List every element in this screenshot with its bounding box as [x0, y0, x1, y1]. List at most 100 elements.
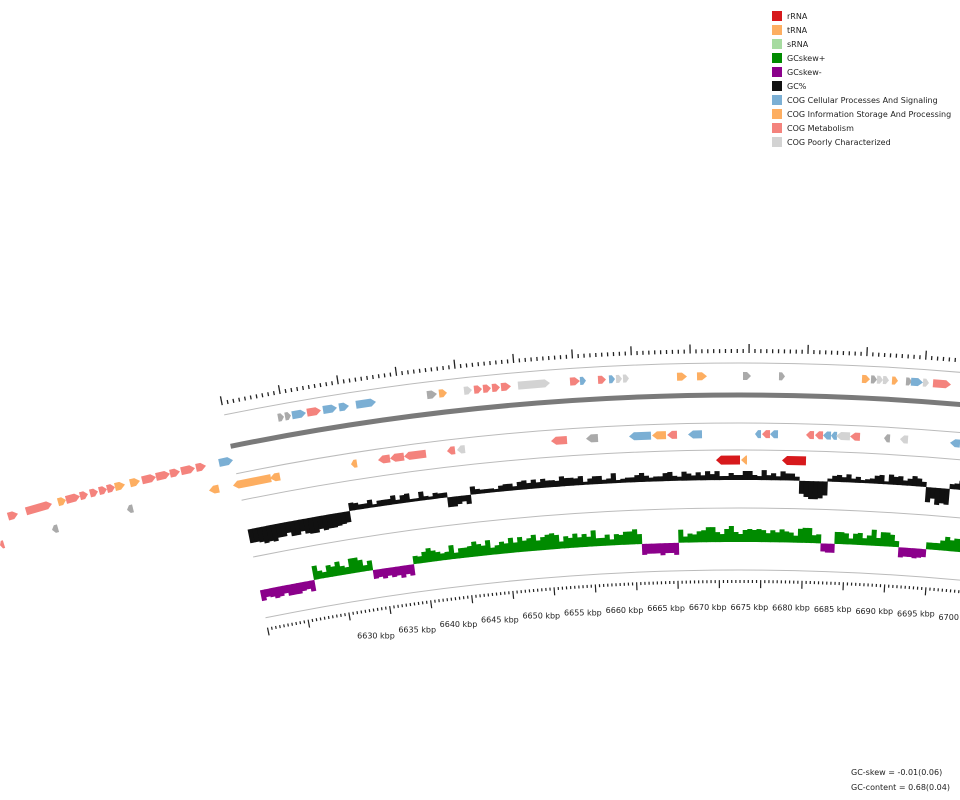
gc-bar [938, 488, 946, 504]
ruler-tick [267, 392, 270, 397]
gene-arrow [608, 375, 615, 384]
track-rings [224, 362, 960, 619]
gc-bar [403, 493, 411, 503]
gcskew-pos-bar [930, 542, 937, 550]
gcskew-pos-bar [417, 556, 424, 564]
gcskew-pos-bar [435, 551, 442, 562]
gcskew-pos-bar [682, 536, 689, 543]
gcskew-pos-bar [957, 538, 960, 553]
gcskew-neg-bar [829, 543, 835, 553]
gc-bar [577, 475, 584, 486]
gene-arrow [870, 375, 877, 384]
outer-ruler [219, 344, 957, 406]
gc-bar [352, 502, 360, 511]
gene-arrow [629, 431, 652, 441]
coord-tick [266, 627, 270, 636]
gene-arrow [823, 431, 832, 440]
gc-bar [507, 483, 514, 491]
gene-arrow [579, 376, 586, 385]
gcskew-pos-bar [540, 536, 547, 551]
gc-bar [855, 476, 861, 483]
gcskew-pos-bar [852, 533, 859, 545]
gcskew-pos-bar [751, 530, 757, 543]
gcskew-pos-bar [636, 533, 643, 545]
gc-bar [469, 486, 476, 495]
gene-arrow [905, 377, 912, 386]
gc-bar [451, 496, 459, 507]
legend-label: COG Cellular Processes And Signaling [787, 95, 938, 105]
gc-bar [850, 478, 857, 483]
gc-bar [747, 471, 753, 481]
gc-bar [568, 477, 574, 486]
gcskew-neg-bar [300, 581, 307, 592]
ruler-tick [290, 387, 293, 393]
ruler-tick [249, 395, 252, 400]
gc-skew-plot [259, 526, 960, 602]
gc-bar [447, 496, 454, 508]
gc-bar [601, 479, 607, 484]
gc-bar [832, 475, 838, 482]
ruler-tick [401, 370, 404, 376]
gc-bar [893, 476, 899, 486]
ruler-tick [512, 353, 515, 363]
gcskew-pos-bar [627, 531, 634, 545]
legend-item-rrna: rRNA [772, 9, 951, 23]
gcskew-pos-bar [783, 531, 790, 543]
coord-label: 6660 kbp [606, 606, 644, 615]
gcskew-pos-bar [590, 530, 597, 547]
gc-bar [409, 498, 415, 503]
gc-bar [493, 488, 500, 493]
legend-label: GCskew- [787, 67, 822, 77]
coord-label: 6700 kbp [939, 613, 960, 622]
gcskew-neg-bar [309, 579, 317, 592]
gene-arrow [500, 382, 511, 392]
gene-arrow [88, 488, 98, 498]
gc-bar [344, 511, 352, 523]
gc-bar [700, 475, 706, 481]
ruler-tick [243, 396, 246, 401]
coord-tick [291, 622, 294, 626]
gc-bar [582, 481, 589, 485]
gc-bar [672, 475, 678, 481]
gcskew-pos-bar [430, 550, 437, 562]
gc-bar [620, 478, 626, 483]
gc-bar [794, 476, 800, 481]
gene-arrow [97, 486, 107, 496]
gc-bar [289, 520, 297, 537]
gcskew-pos-bar [939, 540, 946, 551]
gc-bar [456, 495, 463, 505]
gc-bar [591, 476, 598, 485]
gc-bar [348, 502, 355, 512]
gc-bar [756, 476, 763, 481]
gc-bar [929, 487, 936, 499]
gc-bar [381, 499, 387, 507]
gene-arrow [815, 431, 824, 440]
coord-label: 6640 kbp [440, 620, 478, 629]
rrna-arrow [716, 455, 740, 465]
gcskew-neg-bar [820, 543, 826, 552]
gcskew-pos-bar [334, 561, 342, 577]
legend-swatch [772, 25, 782, 35]
gcskew-pos-bar [870, 529, 877, 546]
coord-tick [327, 615, 330, 620]
gene-arrow [291, 409, 306, 420]
gene-arrow [597, 375, 606, 384]
gcskew-neg-bar [264, 588, 271, 598]
gc-bar [376, 500, 383, 507]
gene-arrow [667, 430, 678, 439]
gene-arrow [806, 430, 815, 440]
ruler-tick [226, 399, 229, 405]
coord-tick [311, 618, 314, 622]
gcskew-pos-bar [678, 529, 684, 543]
gcskew-pos-bar [806, 527, 813, 544]
legend-swatch [772, 137, 782, 147]
legend-item-cog-info: COG Information Storage And Processing [772, 107, 951, 121]
gene-arrow [56, 497, 66, 507]
gcskew-neg-bar [824, 543, 831, 553]
coord-label: 6655 kbp [564, 608, 602, 617]
gcskew-pos-bar [421, 551, 428, 564]
gc-bar [653, 476, 659, 482]
gcskew-pos-bar [453, 552, 460, 559]
coord-label: 6650 kbp [522, 611, 560, 620]
gcskew-neg-bar [920, 548, 927, 558]
